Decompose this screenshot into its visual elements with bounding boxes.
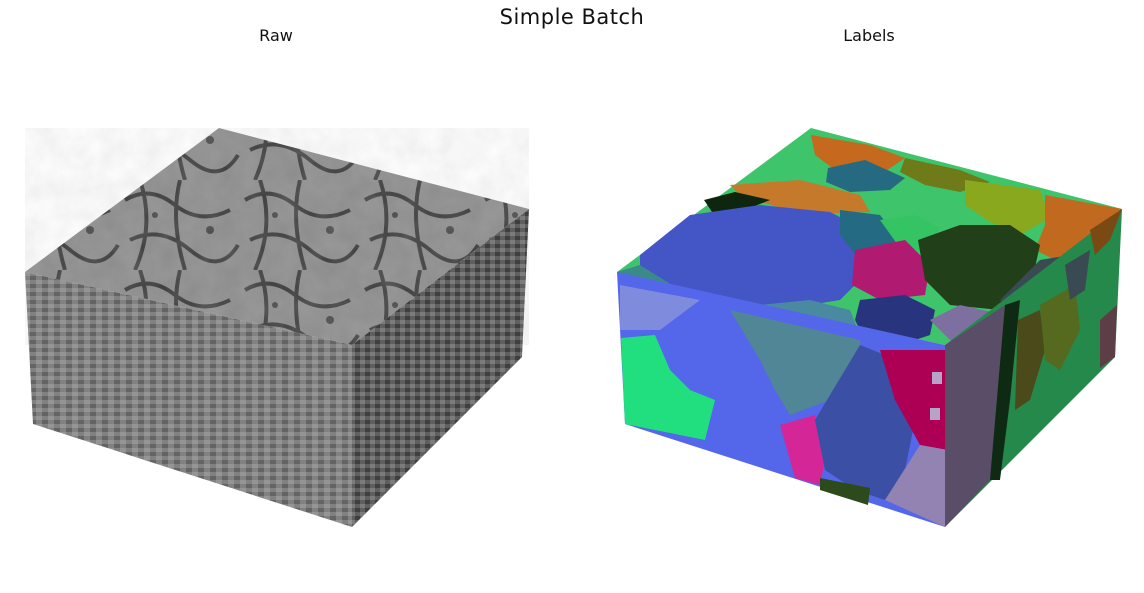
- segment: [852, 240, 930, 300]
- segment: [620, 285, 700, 330]
- segment: [820, 478, 870, 505]
- segment: [918, 225, 1040, 310]
- segment: [811, 135, 905, 175]
- raw-front-face: [25, 272, 352, 527]
- segment: [730, 310, 865, 415]
- segment: [965, 180, 1050, 235]
- segment: [990, 300, 1020, 480]
- segment: [1100, 305, 1117, 368]
- segment: [815, 345, 915, 500]
- segment: [1035, 195, 1122, 262]
- labels-volume: [617, 128, 1122, 527]
- raw-panel-title: Raw: [259, 26, 293, 45]
- segment: [621, 335, 715, 440]
- segment: [704, 192, 770, 212]
- raw-front-shade: [25, 272, 352, 527]
- segment: [826, 160, 905, 192]
- segment: [885, 445, 948, 527]
- segment: [1065, 250, 1090, 300]
- segment: [780, 415, 825, 485]
- labels-panel-title: Labels: [843, 26, 895, 45]
- raw-side-face: [352, 209, 529, 527]
- segment: [1015, 310, 1045, 410]
- raw-volume: [25, 128, 529, 527]
- segment: [1090, 209, 1122, 255]
- figure-title: Simple Batch: [499, 5, 645, 29]
- raw-top-noise: [25, 128, 529, 345]
- segment: [640, 205, 870, 308]
- segment: [945, 305, 1005, 527]
- segment: [1040, 285, 1080, 370]
- segment: [930, 408, 940, 420]
- segment: [932, 372, 942, 384]
- segment: [730, 180, 870, 214]
